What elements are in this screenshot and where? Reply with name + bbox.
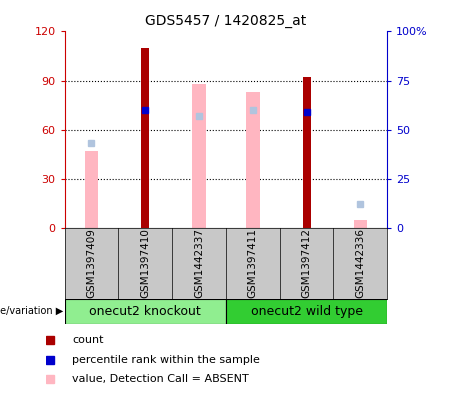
Text: GSM1397410: GSM1397410	[140, 228, 150, 298]
Bar	[65, 299, 226, 324]
Text: GSM1442337: GSM1442337	[194, 228, 204, 298]
Text: onecut2 knockout: onecut2 knockout	[89, 305, 201, 318]
Text: percentile rank within the sample: percentile rank within the sample	[72, 354, 260, 365]
Text: value, Detection Call = ABSENT: value, Detection Call = ABSENT	[72, 374, 249, 384]
Title: GDS5457 / 1420825_at: GDS5457 / 1420825_at	[145, 14, 307, 28]
Text: count: count	[72, 335, 104, 345]
Text: GSM1397411: GSM1397411	[248, 228, 258, 298]
Bar	[246, 92, 260, 228]
Bar	[141, 48, 149, 228]
Bar	[302, 77, 311, 228]
Text: GSM1397409: GSM1397409	[86, 228, 96, 298]
Bar	[226, 299, 387, 324]
Bar	[354, 220, 367, 228]
Text: GSM1397412: GSM1397412	[301, 228, 312, 298]
Text: GSM1442336: GSM1442336	[355, 228, 366, 298]
Text: onecut2 wild type: onecut2 wild type	[251, 305, 362, 318]
Bar	[85, 151, 98, 228]
Bar	[192, 84, 206, 228]
Text: genotype/variation ▶: genotype/variation ▶	[0, 307, 63, 316]
